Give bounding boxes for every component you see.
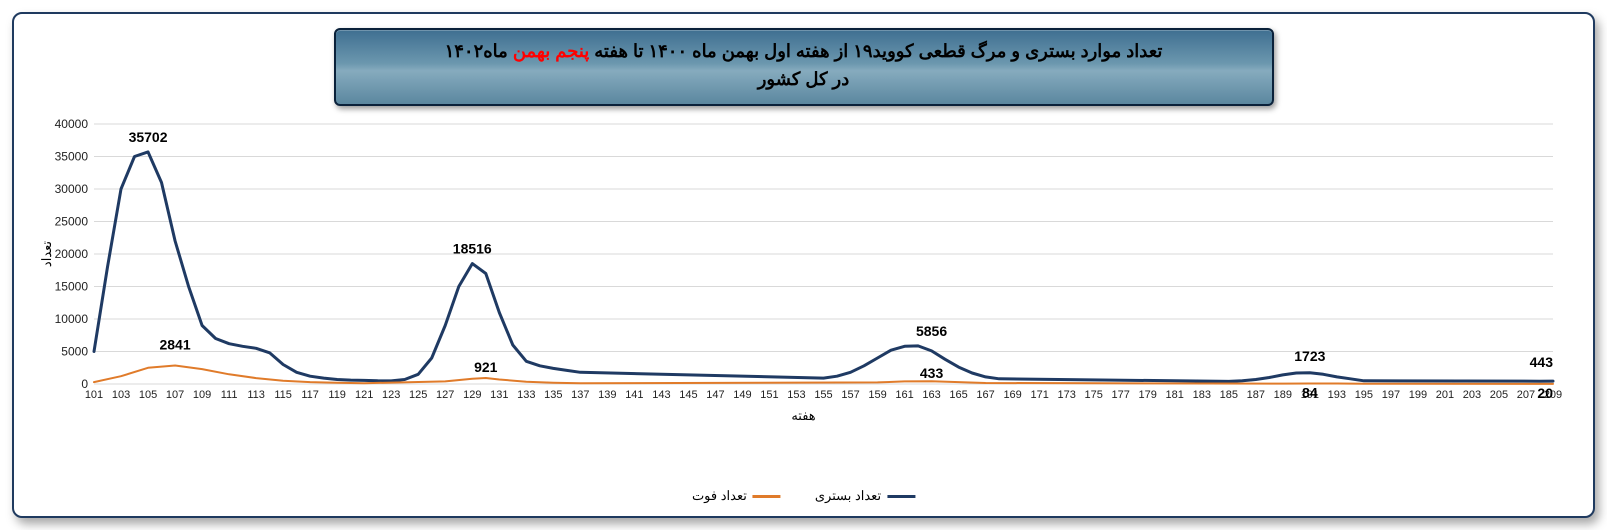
x-tick-label: 185 [1220, 389, 1238, 401]
y-tick-label: 40000 [55, 117, 89, 131]
chart-title-box: تعداد موارد بستری و مرگ قطعی کووید۱۹ از … [334, 28, 1274, 106]
x-tick-label: 197 [1382, 389, 1400, 401]
chart-svg: 0500010000150002000025000300003500040000… [39, 114, 1568, 446]
x-tick-label: 103 [112, 389, 130, 401]
title-post: ماه۱۴۰۲ [445, 41, 513, 61]
x-tick-label: 127 [436, 389, 454, 401]
x-tick-label: 177 [1112, 389, 1130, 401]
x-tick-label: 145 [679, 389, 697, 401]
x-tick-label: 183 [1193, 389, 1211, 401]
x-tick-label: 151 [760, 389, 778, 401]
peak-label: 433 [920, 365, 944, 381]
chart-title-line2: در کل کشور [354, 66, 1254, 94]
x-tick-label: 137 [571, 389, 589, 401]
x-tick-label: 135 [544, 389, 562, 401]
y-tick-label: 15000 [55, 280, 89, 294]
y-tick-label: 30000 [55, 182, 89, 196]
x-tick-label: 203 [1463, 389, 1481, 401]
x-tick-label: 123 [382, 389, 400, 401]
x-tick-label: 189 [1274, 389, 1292, 401]
x-axis-title: هفته [791, 408, 815, 424]
x-tick-label: 141 [625, 389, 643, 401]
x-tick-label: 175 [1085, 389, 1103, 401]
x-tick-label: 149 [733, 389, 751, 401]
x-tick-label: 179 [1139, 389, 1157, 401]
x-tick-label: 207 [1517, 389, 1535, 401]
screenshot-root: تعداد موارد بستری و مرگ قطعی کووید۱۹ از … [0, 0, 1607, 530]
x-tick-label: 139 [598, 389, 616, 401]
y-tick-label: 20000 [55, 247, 89, 261]
peak-label: 921 [474, 359, 498, 375]
legend-item-death: تعداد فوت [692, 488, 781, 504]
y-tick-label: 5000 [61, 345, 88, 359]
peak-label: 20 [1537, 385, 1553, 401]
legend-label-hospital: تعداد بستری [815, 488, 881, 504]
peak-label: 1723 [1294, 348, 1325, 364]
x-tick-label: 147 [706, 389, 724, 401]
legend-swatch-hospital [887, 495, 915, 498]
peak-label: 5856 [916, 323, 947, 339]
x-tick-label: 169 [1003, 389, 1021, 401]
x-tick-label: 113 [247, 389, 265, 401]
x-tick-label: 107 [166, 389, 184, 401]
chart-plot-area: 0500010000150002000025000300003500040000… [39, 114, 1568, 446]
x-tick-label: 117 [301, 389, 319, 401]
x-tick-label: 165 [949, 389, 967, 401]
x-tick-label: 201 [1436, 389, 1454, 401]
chart-title-line1: تعداد موارد بستری و مرگ قطعی کووید۱۹ از … [354, 38, 1254, 66]
peak-label: 2841 [159, 337, 190, 353]
x-tick-label: 121 [355, 389, 373, 401]
x-tick-label: 133 [517, 389, 535, 401]
x-tick-label: 129 [463, 389, 481, 401]
x-tick-label: 205 [1490, 389, 1508, 401]
x-tick-label: 115 [274, 389, 292, 401]
x-tick-label: 199 [1409, 389, 1427, 401]
x-tick-label: 163 [922, 389, 940, 401]
series-death-line [94, 366, 1553, 384]
x-tick-label: 119 [328, 389, 346, 401]
x-tick-label: 159 [868, 389, 886, 401]
peak-label: 84 [1302, 384, 1318, 400]
x-tick-label: 155 [814, 389, 832, 401]
title-red-span: پنجم بهمن [513, 41, 589, 61]
legend-swatch-death [753, 495, 781, 498]
x-tick-label: 181 [1166, 389, 1184, 401]
y-tick-label: 25000 [55, 215, 89, 229]
chart-frame: تعداد موارد بستری و مرگ قطعی کووید۱۹ از … [12, 12, 1595, 518]
peak-label: 18516 [453, 241, 492, 257]
y-tick-label: 35000 [55, 150, 89, 164]
x-tick-label: 187 [1247, 389, 1265, 401]
x-tick-label: 157 [841, 389, 859, 401]
series-hospital-line [94, 152, 1553, 382]
y-tick-label: 10000 [55, 312, 89, 326]
y-axis-title: تعداد [39, 241, 55, 267]
x-tick-label: 105 [139, 389, 157, 401]
peak-label: 443 [1530, 354, 1554, 370]
legend-item-hospital: تعداد بستری [815, 488, 915, 504]
x-tick-label: 195 [1355, 389, 1373, 401]
chart-legend: تعداد بستری تعداد فوت [692, 488, 915, 504]
x-tick-label: 167 [976, 389, 994, 401]
x-tick-label: 171 [1030, 389, 1048, 401]
x-tick-label: 143 [652, 389, 670, 401]
x-tick-label: 101 [85, 389, 103, 401]
x-tick-label: 131 [490, 389, 508, 401]
x-tick-label: 125 [409, 389, 427, 401]
x-tick-label: 109 [193, 389, 211, 401]
x-tick-label: 153 [787, 389, 805, 401]
x-tick-label: 161 [895, 389, 913, 401]
x-tick-label: 111 [221, 389, 238, 401]
title-pre: تعداد موارد بستری و مرگ قطعی کووید۱۹ از … [589, 41, 1162, 61]
x-tick-label: 173 [1057, 389, 1075, 401]
legend-label-death: تعداد فوت [692, 488, 747, 504]
x-tick-label: 193 [1328, 389, 1346, 401]
peak-label: 35702 [129, 129, 168, 145]
